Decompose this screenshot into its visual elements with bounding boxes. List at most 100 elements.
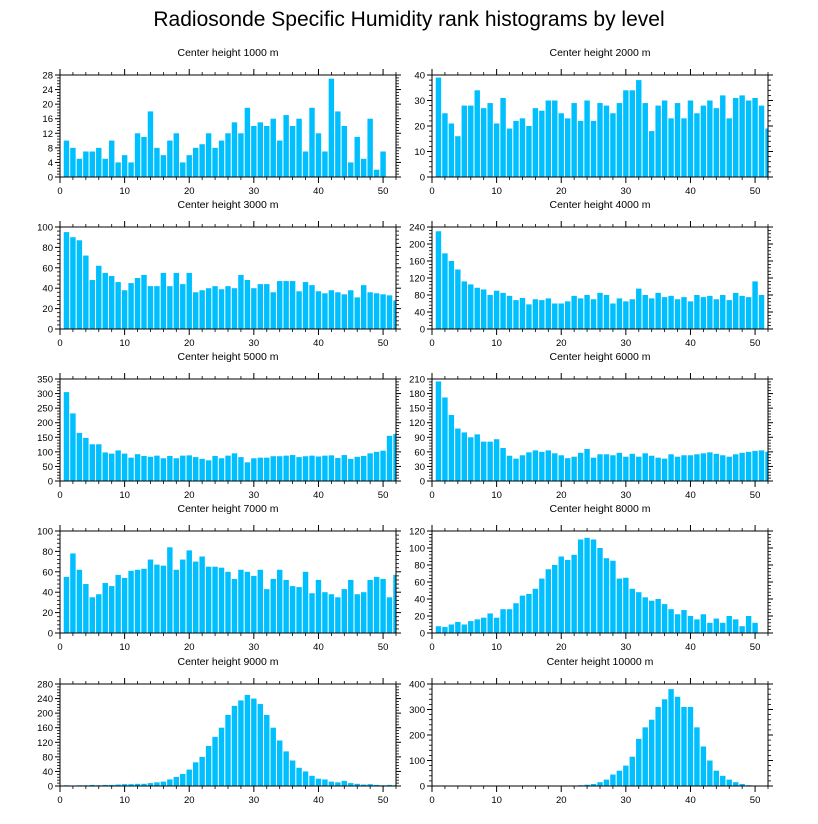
bar <box>147 559 154 633</box>
bar <box>468 284 474 329</box>
x-tick-label: 30 <box>621 186 632 197</box>
bar <box>115 162 121 177</box>
y-tick-label: 210 <box>409 375 425 386</box>
bar <box>442 627 448 633</box>
bar <box>700 297 707 329</box>
x-tick-label: 20 <box>184 795 195 806</box>
bar <box>455 428 461 481</box>
y-tick-label: 160 <box>409 257 425 268</box>
x-tick-label: 50 <box>378 642 389 653</box>
bar <box>244 571 251 633</box>
bar <box>354 783 360 786</box>
bar <box>713 770 720 786</box>
bar <box>322 151 328 177</box>
bar <box>386 597 393 633</box>
bar <box>180 559 186 633</box>
bar <box>442 253 448 329</box>
bar <box>564 559 571 633</box>
bar <box>687 100 694 177</box>
x-tick-label: 10 <box>491 795 502 806</box>
bar <box>360 784 367 786</box>
bar <box>623 765 629 786</box>
bar <box>367 453 373 481</box>
bar <box>296 587 302 633</box>
chart-2: Center height 2000 m 0 10 20 30 40 0 10 20 30 40 50 <box>414 47 773 197</box>
bar <box>448 123 455 177</box>
bar <box>519 297 526 329</box>
bar <box>687 616 694 633</box>
x-tick-label: 0 <box>429 642 434 653</box>
x-tick-label: 40 <box>313 186 324 197</box>
bar <box>270 578 276 633</box>
y-tick-label: 80 <box>42 243 53 254</box>
bar <box>732 782 739 786</box>
bar <box>493 439 500 481</box>
bar <box>108 586 115 633</box>
x-tick-label: 10 <box>491 490 502 501</box>
bar <box>322 592 328 633</box>
bar <box>532 450 539 481</box>
bar <box>121 784 128 786</box>
bar <box>668 118 674 177</box>
bar <box>89 597 96 633</box>
bar <box>442 113 448 177</box>
bar <box>335 782 341 786</box>
bar <box>238 569 244 633</box>
bar <box>668 454 674 481</box>
y-tick-label: 0 <box>48 173 53 184</box>
bar <box>590 783 597 786</box>
x-tick-label: 30 <box>621 338 632 349</box>
x-tick-label: 50 <box>378 186 389 197</box>
bar <box>341 780 348 786</box>
bar <box>720 95 726 177</box>
bar <box>212 147 218 177</box>
y-tick-label: 300 <box>37 389 53 400</box>
bar <box>231 288 238 329</box>
bar <box>500 292 506 329</box>
bar <box>238 274 244 329</box>
bar <box>681 706 687 786</box>
bar <box>264 589 270 633</box>
y-tick-label: 200 <box>37 418 53 429</box>
bar <box>681 455 687 481</box>
bar <box>506 609 513 633</box>
bar <box>616 298 623 329</box>
bar <box>257 122 264 177</box>
bar <box>603 454 610 481</box>
bar <box>500 97 506 177</box>
bar <box>694 295 700 329</box>
bar <box>367 784 373 786</box>
bar <box>244 694 251 786</box>
bar <box>720 295 726 329</box>
bar <box>257 457 264 481</box>
bar <box>674 696 681 786</box>
bar <box>610 303 616 329</box>
bar <box>70 553 76 633</box>
bar <box>564 301 571 329</box>
bar <box>623 90 629 177</box>
bar <box>205 460 212 481</box>
bar <box>597 454 603 481</box>
bar <box>577 539 584 633</box>
bar <box>167 140 173 177</box>
bar <box>83 437 89 481</box>
bar <box>186 550 192 633</box>
bar <box>302 571 309 633</box>
bar <box>752 622 758 633</box>
bar <box>199 458 205 481</box>
bar <box>199 756 205 786</box>
x-tick-label: 40 <box>685 642 696 653</box>
bar <box>360 455 367 481</box>
y-tick-label: 0 <box>48 782 53 793</box>
y-tick-label: 0 <box>48 477 53 488</box>
bar <box>199 556 205 633</box>
bar <box>373 784 380 786</box>
y-tick-label: 30 <box>414 462 425 473</box>
bar <box>289 455 296 481</box>
bar <box>173 569 180 633</box>
bar <box>474 90 480 177</box>
bar <box>532 108 539 177</box>
bar <box>108 140 115 177</box>
bar <box>616 770 623 786</box>
bar <box>739 95 745 177</box>
